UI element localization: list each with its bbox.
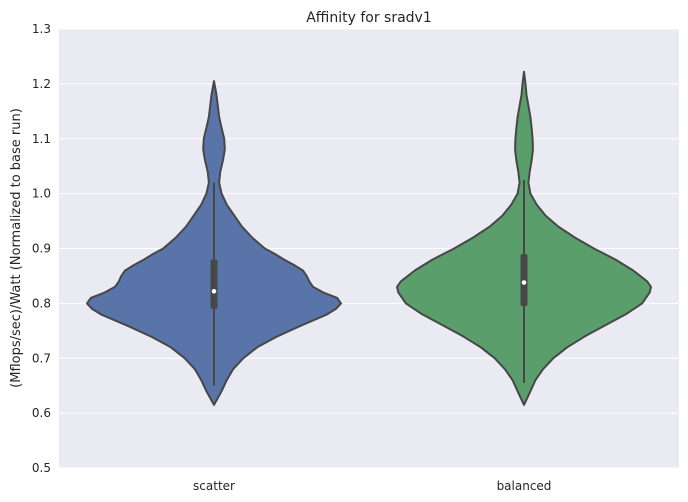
y-tick-label: 0.7 bbox=[32, 351, 51, 365]
y-axis-label: (Mflops/sec)/Watt (Normalized to base ru… bbox=[9, 108, 24, 388]
y-tick-label: 1.2 bbox=[32, 77, 51, 91]
chart-title: Affinity for sradv1 bbox=[306, 10, 432, 26]
y-tick-labels: 0.5 0.6 0.7 0.8 0.9 1.0 1.1 1.2 1.3 bbox=[32, 22, 51, 475]
x-tick-label: scatter bbox=[193, 479, 235, 493]
iqr-box-balanced bbox=[520, 253, 528, 307]
iqr-box-scatter bbox=[210, 259, 218, 309]
median-dot-scatter bbox=[211, 289, 217, 294]
y-tick-label: 0.6 bbox=[32, 406, 51, 420]
y-tick-label: 0.5 bbox=[32, 461, 51, 475]
y-tick-label: 0.8 bbox=[32, 296, 51, 310]
median-dot-balanced bbox=[521, 280, 527, 285]
violins bbox=[86, 70, 652, 406]
x-tick-label: balanced bbox=[497, 479, 552, 493]
y-tick-label: 0.9 bbox=[32, 242, 51, 256]
y-tick-label: 1.0 bbox=[32, 187, 51, 201]
y-tick-label: 1.3 bbox=[32, 22, 51, 36]
y-tick-label: 1.1 bbox=[32, 132, 51, 146]
x-tick-labels: scatter balanced bbox=[193, 479, 551, 493]
